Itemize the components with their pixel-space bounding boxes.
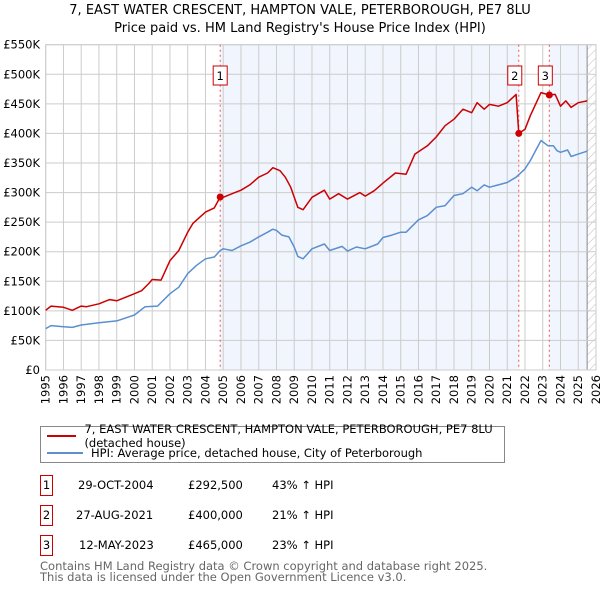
x-tick-label: 2008 [269,375,283,404]
x-tick-label: 1999 [110,375,124,404]
transaction-date: 12-MAY-2023 [79,538,154,552]
transaction-badge: 1 [40,475,53,496]
y-tick-label: £150K [3,274,40,288]
sale-label: 3 [542,69,549,83]
y-tick-label: £500K [3,67,40,81]
x-tick-label: 2018 [447,375,461,404]
transaction-hpi: 21% ↑ HPI [272,508,334,522]
x-tick-label: 2020 [482,375,496,404]
sale-label-box [212,65,228,86]
sale-point [515,129,523,137]
y-tick-label: £350K [3,156,40,170]
x-tick-label: 2017 [429,375,443,404]
y-tick-label: £550K [3,38,40,52]
x-tick-label: 2009 [287,375,301,404]
x-tick-label: 2004 [198,375,212,404]
transaction-price: £465,000 [188,538,243,552]
legend-label-hpi: HPI: Average price, detached house, City… [91,446,423,460]
x-tick-label: 2015 [394,375,408,404]
x-tick-label: 2019 [465,375,479,404]
x-tick-label: 2022 [518,375,532,404]
sale-point [545,91,553,99]
legend-label-property: 7, EAST WATER CRESCENT, HAMPTON VALE, PE… [84,422,493,450]
x-tick-label: 2024 [553,375,567,404]
x-tick-label: 1998 [92,375,106,404]
x-tick-label: 1997 [74,375,88,404]
x-tick-label: 2005 [216,375,230,404]
sale-label-box [537,65,553,86]
x-tick-label: 2014 [376,375,390,404]
x-tick-label: 2021 [500,375,514,404]
forecast-hatch [587,44,596,370]
red-line-swatch [47,435,77,437]
sale-point [216,193,224,201]
y-tick-label: £200K [3,245,40,259]
transaction-price: £400,000 [188,508,243,522]
legend-item-hpi: HPI: Average price, detached house, City… [47,445,422,461]
x-tick-label: 2002 [163,375,177,404]
y-tick-label: £400K [3,126,40,140]
hpi-line [45,139,588,330]
x-tick-label: 2010 [305,375,319,404]
y-tick-label: £0 [25,363,40,377]
x-tick-label: 2012 [340,375,354,404]
chart-subtitle: Price paid vs. HM Land Registry's House … [114,21,486,36]
x-tick-label: 2026 [589,375,600,404]
y-tick-label: £300K [3,186,40,200]
transaction-date: 27-AUG-2021 [76,508,154,522]
x-tick-label: 2000 [127,375,141,404]
x-tick-label: 2001 [145,375,159,404]
x-tick-label: 2025 [571,375,585,404]
x-tick-label: 2003 [181,375,195,404]
y-tick-label: £250K [3,215,40,229]
sale-label-box [507,65,523,86]
x-tick-label: 2023 [536,375,550,404]
blue-line-swatch [47,452,83,454]
transaction-price: £292,500 [188,478,243,492]
transaction-date: 29-OCT-2004 [78,478,154,492]
transaction-hpi: 23% ↑ HPI [272,538,334,552]
footer-licence: This data is licensed under the Open Gov… [40,570,407,584]
footer-copyright: Contains HM Land Registry data © Crown c… [40,559,488,573]
sale-label: 2 [511,69,518,83]
shaded-region [220,44,519,370]
x-tick-label: 2013 [358,375,372,404]
property-price-line [45,91,588,312]
chart-legend: 7, EAST WATER CRESCENT, HAMPTON VALE, PE… [40,422,505,463]
y-tick-label: £50K [11,333,41,347]
y-tick-label: £450K [3,97,40,111]
x-tick-label: 2016 [411,375,425,404]
transaction-badge: 3 [40,535,53,556]
plot-frame [45,44,597,371]
price-chart: 1995 1996 1997 1998 1999 2000 2001 2002 2003 2004… [3,38,600,405]
y-tick-label: £100K [3,304,40,318]
chart-title: 7, EAST WATER CRESCENT, HAMPTON VALE, PE… [69,3,531,18]
x-tick-label: 2007 [252,375,266,404]
transaction-badge: 2 [40,505,53,526]
sale-label: 1 [217,69,224,83]
x-tick-label: 2006 [234,375,248,404]
x-tick-label: 2011 [323,375,337,404]
x-tick-label: 1996 [56,375,70,404]
x-tick-label: 1995 [39,375,53,404]
shaded-region [549,44,588,370]
transaction-hpi: 43% ↑ HPI [272,478,334,492]
legend-item-property: 7, EAST WATER CRESCENT, HAMPTON VALE, PE… [47,422,504,450]
